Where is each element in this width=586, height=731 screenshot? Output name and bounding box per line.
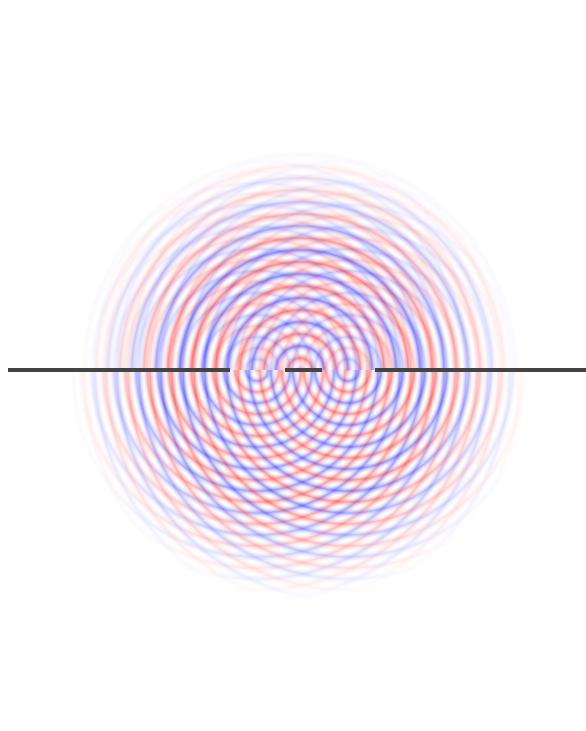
transmitted-waves	[0, 370, 586, 731]
wave-rings	[0, 370, 586, 731]
wave-rings	[0, 0, 586, 370]
page-body	[0, 0, 586, 731]
wave-simulation	[0, 0, 586, 731]
reflected-waves	[0, 0, 586, 370]
page: {} html, body { margin: 0; padding: 0; b…	[0, 0, 586, 731]
